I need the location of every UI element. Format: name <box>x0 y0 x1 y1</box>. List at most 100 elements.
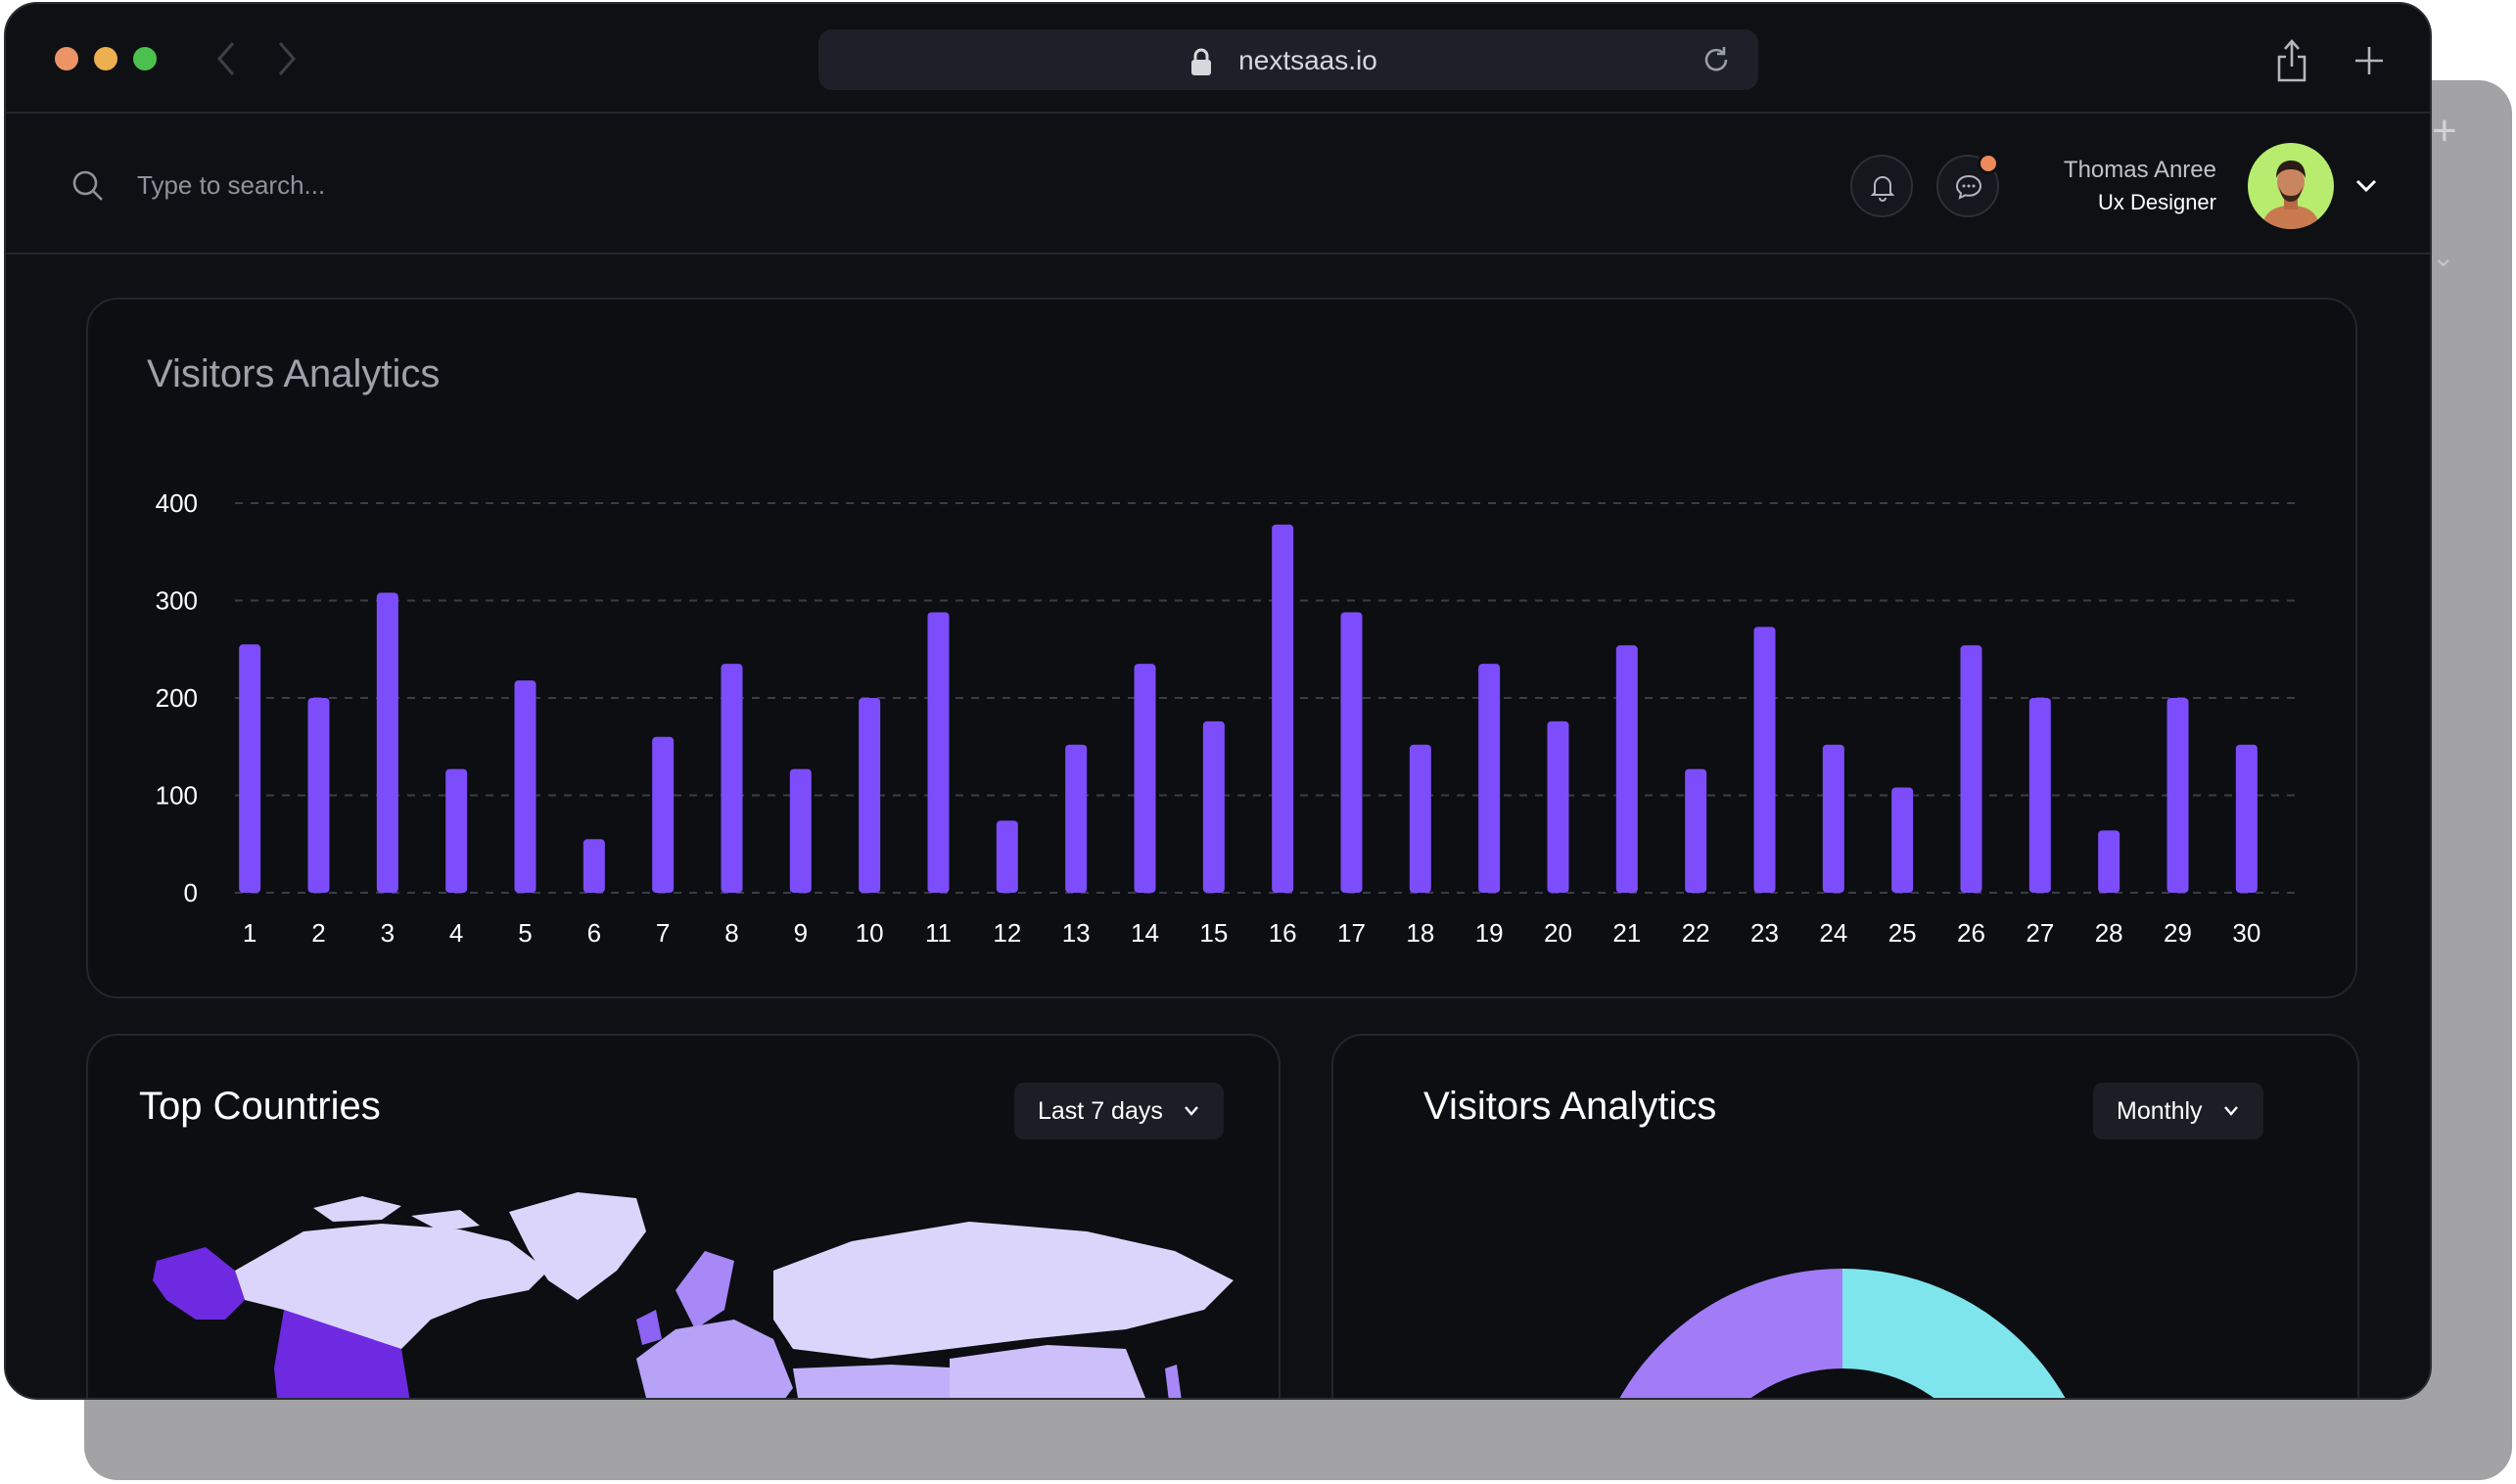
x-tick-label: 29 <box>2164 918 2192 948</box>
top-countries-filter-dropdown[interactable]: Last 7 days <box>1014 1083 1224 1139</box>
bar-15[interactable] <box>1202 720 1225 893</box>
map-canada <box>235 1224 548 1349</box>
x-tick-label: 5 <box>518 918 532 948</box>
reload-icon[interactable] <box>1700 43 1733 76</box>
share-icon[interactable] <box>2273 37 2310 84</box>
map-arctic-islands <box>313 1196 480 1231</box>
maximize-window-button[interactable] <box>133 47 157 70</box>
back-arrow-icon[interactable] <box>213 39 239 78</box>
x-tick-label: 20 <box>1544 918 1572 948</box>
bar-13[interactable] <box>1065 744 1088 893</box>
bar-5[interactable] <box>514 680 536 893</box>
bar-6[interactable] <box>582 839 605 893</box>
close-window-button[interactable] <box>55 47 78 70</box>
map-alaska <box>153 1247 245 1320</box>
donut-segment-purple[interactable] <box>1586 1269 1842 1400</box>
bar-28[interactable] <box>2098 830 2120 893</box>
map-china <box>950 1345 1145 1398</box>
bar-26[interactable] <box>1960 645 1982 893</box>
bar-16[interactable] <box>1272 524 1294 893</box>
x-tick-label: 23 <box>1750 918 1779 948</box>
avatar-person-icon <box>2261 161 2320 229</box>
chat-icon <box>1955 174 1982 200</box>
bar-3[interactable] <box>376 592 398 893</box>
messages-button[interactable] <box>1936 153 1999 217</box>
bar-18[interactable] <box>1409 744 1431 893</box>
x-tick-label: 3 <box>381 918 395 948</box>
bar-20[interactable] <box>1547 720 1569 893</box>
bar-23[interactable] <box>1753 626 1776 893</box>
x-tick-label: 8 <box>724 918 738 948</box>
bar-19[interactable] <box>1478 664 1501 893</box>
donut-segment-cyan[interactable] <box>1842 1269 2099 1400</box>
bell-icon <box>1870 176 1895 202</box>
bar-21[interactable] <box>1615 645 1638 893</box>
x-tick-label: 10 <box>856 918 884 948</box>
x-tick-label: 16 <box>1269 918 1297 948</box>
x-tick-label: 4 <box>449 918 463 948</box>
x-tick-label: 30 <box>2232 918 2260 948</box>
browser-titlebar: nextsaas.io <box>6 4 2430 114</box>
y-tick-label: 400 <box>156 488 198 518</box>
bar-17[interactable] <box>1340 612 1363 893</box>
bar-10[interactable] <box>859 698 881 893</box>
message-notification-dot <box>1978 153 1999 174</box>
x-tick-label: 18 <box>1406 918 1434 948</box>
visitors-filter-dropdown[interactable]: Monthly <box>2093 1083 2263 1139</box>
browser-window: nextsaas.io <box>4 2 2432 1400</box>
notifications-button[interactable] <box>1850 155 1913 217</box>
x-tick-label: 7 <box>656 918 670 948</box>
chevron-down-icon <box>2223 1106 2238 1116</box>
x-tick-label: 6 <box>587 918 601 948</box>
bar-14[interactable] <box>1134 664 1156 893</box>
x-tick-label: 21 <box>1612 918 1641 948</box>
y-tick-label: 0 <box>184 878 198 907</box>
visitors-donut-chart <box>1586 1269 2099 1400</box>
background-chevron-icon: ⌄ <box>2432 242 2455 272</box>
background-plus-icon: + <box>2432 107 2457 155</box>
url-text: nextsaas.io <box>1238 45 1377 75</box>
address-bar[interactable]: nextsaas.io <box>818 29 1758 90</box>
bar-1[interactable] <box>239 644 261 893</box>
search-input[interactable] <box>135 162 726 208</box>
bar-30[interactable] <box>2235 744 2258 893</box>
bar-7[interactable] <box>652 736 675 893</box>
user-menu-chevron-icon[interactable] <box>2353 176 2379 196</box>
donut-card-title: Visitors Analytics <box>1423 1085 1717 1128</box>
bar-24[interactable] <box>1822 744 1844 893</box>
bar-12[interactable] <box>996 820 1018 893</box>
bar-29[interactable] <box>2167 698 2189 893</box>
top-countries-filter-label: Last 7 days <box>1038 1097 1163 1125</box>
new-tab-plus-icon[interactable] <box>2350 41 2389 80</box>
bar-4[interactable] <box>445 768 468 893</box>
bar-25[interactable] <box>1891 787 1914 893</box>
y-tick-label: 100 <box>156 781 198 811</box>
x-tick-label: 2 <box>311 918 325 948</box>
search-icon <box>72 170 103 201</box>
x-tick-label: 9 <box>794 918 808 948</box>
lock-icon <box>1191 48 1211 75</box>
x-tick-label: 26 <box>1957 918 1985 948</box>
minimize-window-button[interactable] <box>94 47 117 70</box>
chart-card-title: Visitors Analytics <box>147 352 441 395</box>
x-tick-label: 19 <box>1475 918 1504 948</box>
x-tick-label: 25 <box>1888 918 1917 948</box>
bar-11[interactable] <box>927 612 950 893</box>
bar-22[interactable] <box>1685 768 1707 893</box>
x-tick-label: 28 <box>2095 918 2123 948</box>
map-uk <box>636 1310 662 1345</box>
x-tick-label: 13 <box>1062 918 1091 948</box>
bar-8[interactable] <box>721 664 743 893</box>
x-tick-label: 11 <box>925 918 952 948</box>
bar-27[interactable] <box>2028 698 2051 893</box>
x-tick-label: 27 <box>2026 918 2054 948</box>
map-scandinavia <box>676 1251 734 1329</box>
map-japan <box>1165 1365 1182 1398</box>
forward-arrow-icon[interactable] <box>274 39 300 78</box>
x-tick-label: 22 <box>1682 918 1710 948</box>
top-countries-title: Top Countries <box>139 1085 381 1128</box>
bar-2[interactable] <box>307 698 330 893</box>
avatar[interactable] <box>2248 143 2334 229</box>
bar-9[interactable] <box>789 768 812 893</box>
